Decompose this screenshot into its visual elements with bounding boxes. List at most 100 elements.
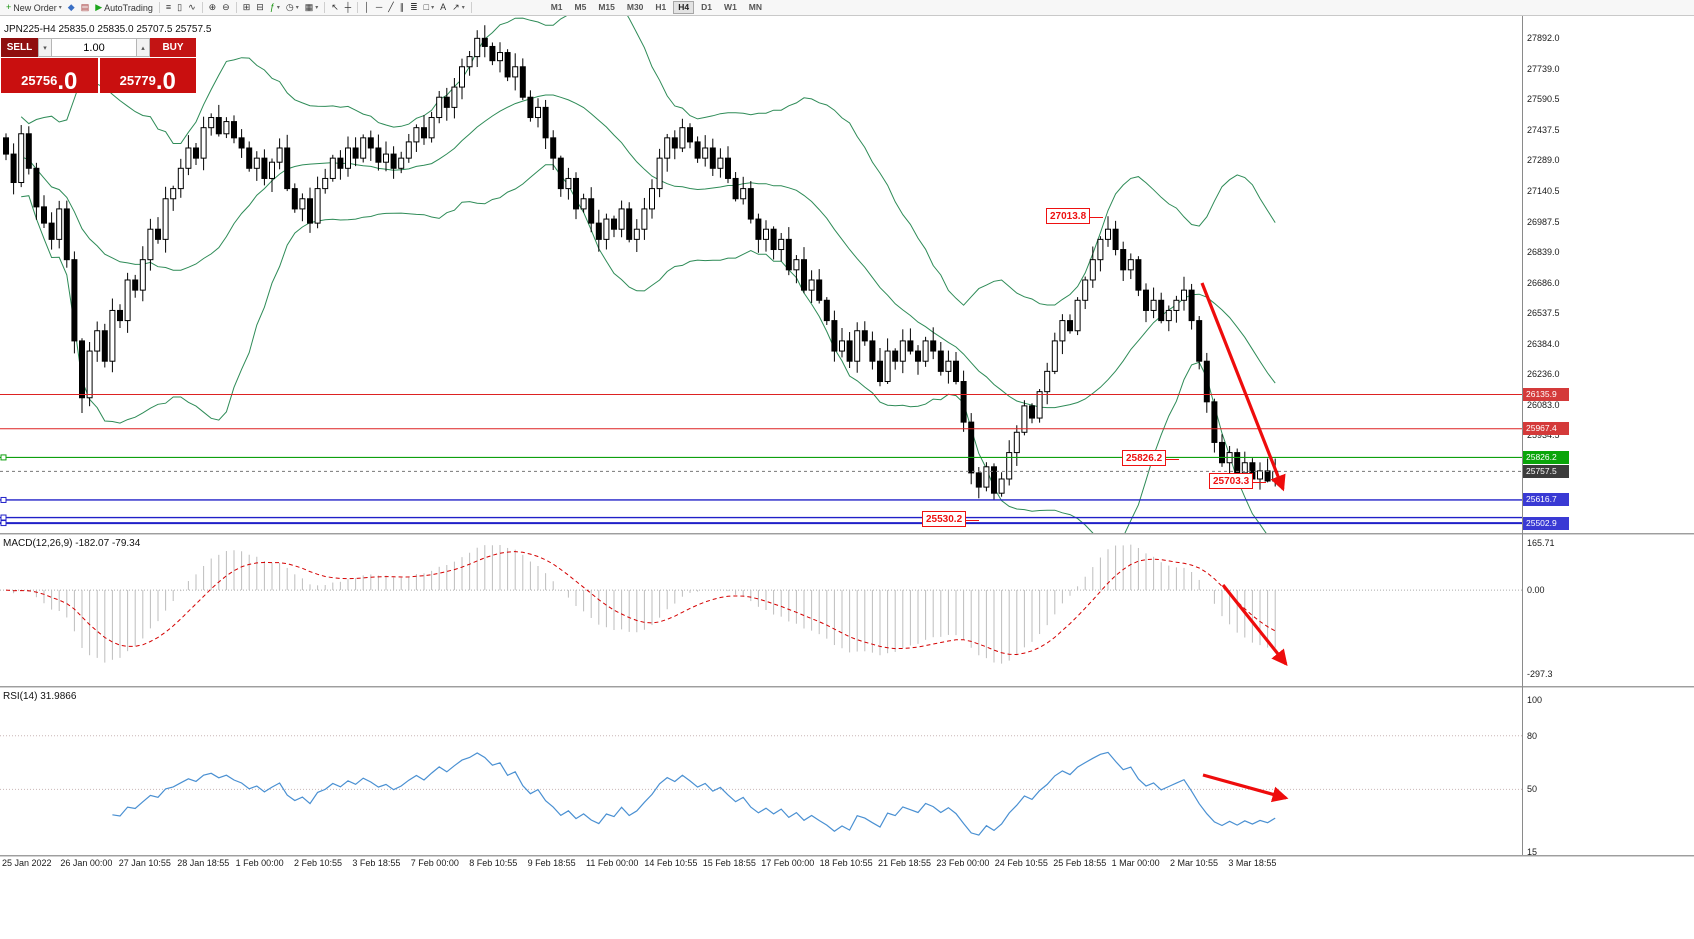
templates-button[interactable]: ▦ ▾ bbox=[302, 1, 322, 15]
new-order-button[interactable]: + New Order ▾ bbox=[3, 1, 65, 15]
buy-price-frac: .0 bbox=[155, 67, 176, 95]
time-axis-label: 2 Feb 10:55 bbox=[294, 858, 343, 868]
time-axis-label: 1 Mar 00:00 bbox=[1111, 858, 1160, 868]
timeframe-m30[interactable]: M30 bbox=[626, 2, 644, 13]
price-axis-tag: 25967.4 bbox=[1523, 422, 1569, 436]
price-axis-label: 27437.5 bbox=[1527, 125, 1560, 136]
trendline-icon: ╱ bbox=[388, 2, 394, 12]
line-chart-icon: ∿ bbox=[188, 2, 196, 12]
buy-price-button[interactable]: 25779 .0 bbox=[99, 58, 196, 95]
one-click-trading-widget: SELL ▾ ▴ BUY 25756 .0 25779 .0 bbox=[1, 38, 196, 93]
price-axis-label: 26384.0 bbox=[1527, 339, 1560, 350]
time-axis-label: 28 Jan 18:55 bbox=[177, 858, 230, 868]
price-axis-tag: 25502.9 bbox=[1523, 516, 1569, 530]
volume-stepper-icon[interactable]: ▴ bbox=[136, 38, 150, 57]
macd-panel-separator[interactable] bbox=[0, 533, 1694, 535]
autotrading-button[interactable]: ▶ AutoTrading bbox=[92, 1, 156, 15]
volume-dropdown-icon[interactable]: ▾ bbox=[38, 38, 52, 57]
arrows-icon: ↗ bbox=[452, 2, 460, 12]
timeframe-h4[interactable]: H4 bbox=[673, 1, 695, 14]
periods-button[interactable]: ◷ ▾ bbox=[283, 1, 302, 15]
price-annotation-25826.2[interactable]: 25826.2 bbox=[1122, 450, 1180, 466]
tile-windows-icon: ⊞ bbox=[242, 2, 251, 12]
rsi-axis-label: 15 bbox=[1527, 846, 1538, 857]
horizontal-line-button[interactable]: ─ bbox=[373, 1, 385, 15]
buy-button[interactable]: BUY bbox=[150, 38, 196, 57]
sell-button[interactable]: SELL bbox=[1, 38, 38, 57]
time-axis-label: 21 Feb 18:55 bbox=[878, 858, 932, 868]
caret-down-icon: ▾ bbox=[315, 5, 319, 11]
toolbar-separator bbox=[324, 2, 326, 13]
text-label-button[interactable]: A bbox=[437, 1, 449, 15]
time-axis-label: 8 Feb 10:55 bbox=[469, 858, 518, 868]
candlestick-chart-button[interactable]: ▯ bbox=[174, 1, 185, 15]
time-axis-label: 26 Jan 00:00 bbox=[60, 858, 113, 868]
timeframe-bar: M1 M5 M15 M30 H1 H4 D1 W1 MN bbox=[545, 1, 768, 14]
trendline-button[interactable]: ╱ bbox=[385, 1, 396, 15]
trend-arrows[interactable] bbox=[1200, 282, 1289, 803]
bar-chart-button[interactable]: ≡ bbox=[163, 1, 174, 15]
caret-down-icon: ▾ bbox=[461, 5, 465, 11]
timeframe-mn[interactable]: MN bbox=[748, 2, 763, 13]
timeframe-h1[interactable]: H1 bbox=[655, 2, 667, 13]
fibonacci-button[interactable]: ≣ bbox=[407, 1, 421, 15]
crosshair-button[interactable]: ┼ bbox=[342, 1, 354, 15]
zoom-out-button[interactable]: ⊖ bbox=[219, 1, 233, 15]
time-axis-label: 18 Feb 10:55 bbox=[819, 858, 873, 868]
chart-window-button[interactable]: ◆ bbox=[65, 1, 78, 15]
timeframe-m1[interactable]: M1 bbox=[550, 2, 563, 13]
zoom-in-button[interactable]: ⊕ bbox=[206, 1, 220, 15]
market-depth-button[interactable]: ▤ bbox=[78, 1, 93, 15]
price-axis-label: 26686.0 bbox=[1527, 277, 1560, 288]
rsi-axis-label: 80 bbox=[1527, 730, 1538, 741]
symbol-info: JPN225-H4 25835.0 25835.0 25707.5 25757.… bbox=[4, 24, 212, 35]
time-axis-label: 27 Jan 10:55 bbox=[118, 858, 171, 868]
price-axis-tag: 25757.5 bbox=[1523, 464, 1569, 478]
vertical-line-button[interactable]: │ bbox=[361, 1, 373, 15]
price-annotation-25703.3[interactable]: 25703.3 bbox=[1209, 473, 1267, 489]
time-axis-label: 23 Feb 00:00 bbox=[936, 858, 990, 868]
market-depth-icon: ▤ bbox=[80, 2, 90, 12]
price-annotation-25530.2[interactable]: 25530.2 bbox=[922, 511, 980, 527]
trend-arrow-2 bbox=[1221, 584, 1288, 667]
volume-input[interactable] bbox=[52, 38, 136, 57]
candlestick-chart-icon: ▯ bbox=[177, 2, 183, 12]
timeframe-d1[interactable]: D1 bbox=[701, 2, 713, 13]
price-annotation-27013.8[interactable]: 27013.8 bbox=[1046, 208, 1104, 224]
macd-panel[interactable] bbox=[0, 544, 1522, 664]
macd-axis-label: 165.71 bbox=[1527, 538, 1555, 549]
time-axis-label: 17 Feb 00:00 bbox=[761, 858, 815, 868]
candles bbox=[3, 25, 1279, 500]
bar-chart-icon: ≡ bbox=[165, 2, 172, 12]
shapes-button[interactable]: □ ▾ bbox=[421, 1, 437, 15]
price-axis-label: 27289.0 bbox=[1527, 155, 1560, 166]
tile-windows-button[interactable]: ⊞ bbox=[240, 1, 254, 15]
price-axis-label: 26083.0 bbox=[1527, 400, 1560, 411]
rsi-axis-label: 100 bbox=[1527, 695, 1543, 705]
time-axis-label: 7 Feb 00:00 bbox=[410, 858, 459, 868]
toolbar-buttons: + New Order ▾ ◆ ▤ ▶ AutoTrading ≡ ▯ ∿ ⊕ ⊖ ⊞ ⊟ ƒ ▾ ◷ ▾ ▦ ▾ ↖ ┼… bbox=[3, 1, 475, 15]
arrows-button[interactable]: ↗ ▾ bbox=[449, 1, 468, 15]
horizontal-line-icon: ─ bbox=[375, 2, 383, 12]
time-axis-label: 24 Feb 10:55 bbox=[994, 858, 1048, 868]
cursor-button[interactable]: ↖ bbox=[328, 1, 342, 15]
toolbar-separator bbox=[357, 2, 359, 13]
timeframe-w1[interactable]: W1 bbox=[724, 2, 737, 13]
timeframe-m15[interactable]: M15 bbox=[598, 2, 615, 13]
rsi-panel[interactable] bbox=[0, 735, 1522, 836]
rsi-panel-separator[interactable] bbox=[0, 686, 1694, 688]
bollinger-middle-band bbox=[21, 94, 1276, 409]
price-panel[interactable] bbox=[0, 0, 1522, 549]
time-axis-label: 14 Feb 10:55 bbox=[644, 858, 698, 868]
equidistant-channel-button[interactable]: ∥ bbox=[397, 1, 408, 15]
price-axis-label: 26839.0 bbox=[1527, 246, 1560, 257]
sell-price-button[interactable]: 25756 .0 bbox=[1, 58, 98, 93]
macd-label: MACD(12,26,9) -182.07 -79.34 bbox=[3, 538, 141, 549]
auto-arrange-button[interactable]: ⊟ bbox=[253, 1, 267, 15]
indicators-button[interactable]: ƒ ▾ bbox=[267, 1, 283, 15]
crosshair-icon: ┼ bbox=[344, 2, 352, 12]
chart-canvas[interactable] bbox=[0, 0, 1522, 939]
periods-icon: ◷ bbox=[285, 2, 294, 12]
line-chart-button[interactable]: ∿ bbox=[185, 1, 199, 15]
timeframe-m5[interactable]: M5 bbox=[574, 2, 587, 13]
